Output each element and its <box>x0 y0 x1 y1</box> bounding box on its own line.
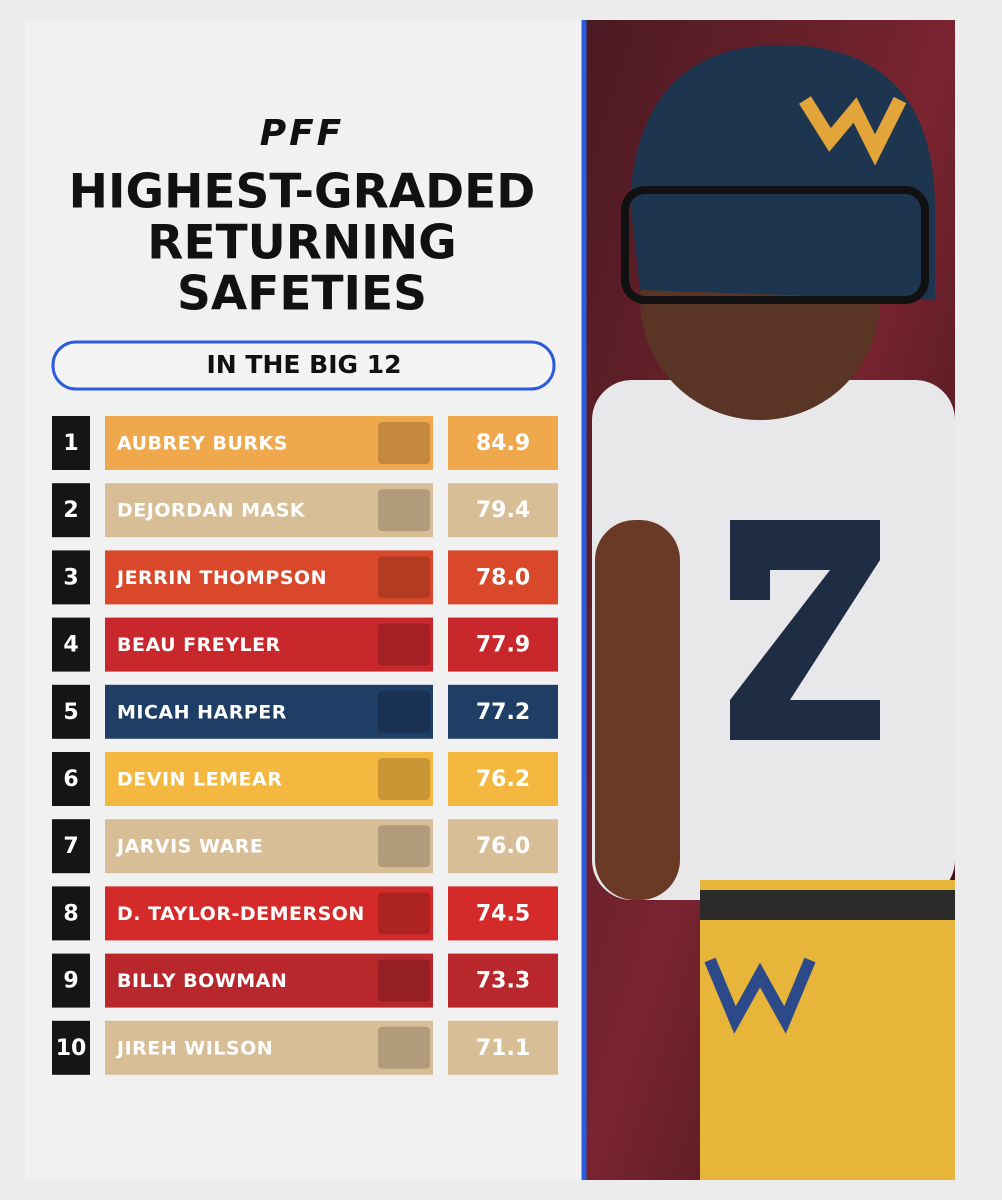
team-logo <box>378 959 430 1002</box>
grade-box <box>448 953 558 1008</box>
player-name: JERRIN THOMPSON <box>115 567 327 589</box>
rank-box <box>52 684 90 739</box>
rank: 3 <box>63 565 78 590</box>
rank: 6 <box>63 767 78 792</box>
name-bar <box>105 752 433 806</box>
grade-box <box>448 684 558 739</box>
rank-box <box>52 819 90 874</box>
logo: PFF <box>260 113 345 154</box>
grade: 77.2 <box>476 700 530 725</box>
rank: 9 <box>63 969 78 994</box>
grade-box <box>448 886 558 941</box>
rank: 1 <box>63 431 78 456</box>
subtitle: IN THE BIG 12 <box>206 350 401 379</box>
rank-box <box>52 1020 90 1075</box>
name-bar <box>105 1020 433 1075</box>
name-bar <box>105 483 433 538</box>
team-logo <box>378 1026 430 1069</box>
rank-box <box>52 416 90 470</box>
grade: 74.5 <box>476 901 530 926</box>
rank-box <box>52 550 90 605</box>
grade: 76.0 <box>476 834 530 859</box>
grade: 77.9 <box>476 633 530 658</box>
name-bar <box>105 617 433 672</box>
title-line: HIGHEST-GRADED <box>69 165 536 220</box>
rank-box <box>52 752 90 806</box>
player-name: JARVIS WARE <box>115 836 263 858</box>
team-logo <box>378 489 430 532</box>
player-name: DEVIN LEMEAR <box>117 769 282 791</box>
player-name: BILLY BOWMAN <box>117 970 287 992</box>
player-name: JIREH WILSON <box>115 1037 273 1059</box>
player-name: BEAU FREYLER <box>117 634 281 656</box>
grade-box <box>448 416 558 470</box>
name-bar <box>105 953 433 1008</box>
grade: 76.2 <box>476 767 530 792</box>
team-logo <box>378 422 430 464</box>
title-line: RETURNING <box>147 216 456 271</box>
rank: 10 <box>56 1036 87 1061</box>
rank: 7 <box>63 834 78 859</box>
ranking-table: 1 AUBREY BURKS 84.9 2 DEJORDAN MASK 79.4 3 JERR… <box>52 416 558 1075</box>
grade: 79.4 <box>476 498 530 523</box>
team-logo <box>378 758 430 800</box>
rank: 8 <box>63 901 78 926</box>
rank: 4 <box>63 633 78 658</box>
rank: 2 <box>63 498 78 523</box>
rank: 5 <box>63 700 78 725</box>
grade-box <box>448 752 558 806</box>
player-photo <box>586 20 955 1180</box>
name-bar <box>105 416 433 470</box>
rank-box <box>52 953 90 1008</box>
name-bar <box>105 886 433 941</box>
grade-box <box>448 819 558 874</box>
player-name: MICAH HARPER <box>117 701 287 723</box>
grade-box <box>448 1020 558 1075</box>
grade-box <box>448 550 558 605</box>
name-bar <box>105 550 433 605</box>
rank-box <box>52 886 90 941</box>
rank-box <box>52 617 90 672</box>
grade-box <box>448 483 558 538</box>
player-name: AUBREY BURKS <box>117 433 288 455</box>
name-bar <box>105 819 433 874</box>
team-logo <box>378 690 430 733</box>
grade: 71.1 <box>476 1036 530 1061</box>
grade: 84.9 <box>476 431 530 456</box>
team-logo <box>378 892 430 935</box>
team-logo <box>378 623 430 666</box>
subtitle-pill <box>51 340 556 391</box>
name-bar <box>105 684 433 739</box>
grade: 73.3 <box>476 969 530 994</box>
player-name: DEJORDAN MASK <box>117 500 306 522</box>
grade: 78.0 <box>476 565 530 590</box>
title-line: SAFETIES <box>177 267 427 322</box>
rank-box <box>52 483 90 538</box>
team-logo <box>378 556 430 599</box>
grade-box <box>448 617 558 672</box>
player-name: D. TAYLOR-DEMERSON <box>117 903 365 925</box>
team-logo <box>378 825 430 868</box>
